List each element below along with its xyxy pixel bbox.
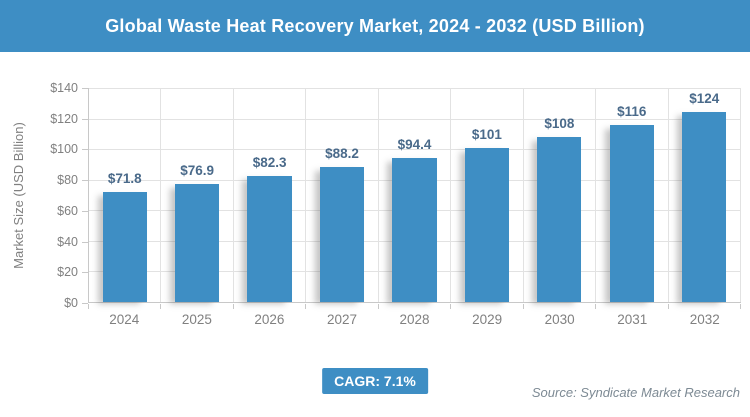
bar-2027 <box>319 167 365 302</box>
gridline <box>89 118 741 120</box>
bar-2028 <box>392 157 437 302</box>
bar-cell-2027: $88.2 <box>306 88 379 302</box>
bar-cell-2025: $76.9 <box>161 88 234 302</box>
y-tick-mark <box>82 149 88 151</box>
y-tick-label: $140 <box>50 81 78 95</box>
bar-value-label-2030: $108 <box>544 115 575 131</box>
bar-2030 <box>537 136 582 302</box>
x-tick-label-2031: 2031 <box>617 312 648 327</box>
bar-value-label-2031: $116 <box>617 103 647 119</box>
y-tick-mark <box>82 272 88 274</box>
bar-cell-2026: $82.3 <box>234 88 307 302</box>
x-tick-label-2030: 2030 <box>544 312 575 327</box>
chart-title-bar: Global Waste Heat Recovery Market, 2024 … <box>0 0 750 52</box>
x-axis-tick-marks <box>88 304 741 309</box>
y-tick-mark <box>82 303 88 304</box>
bar-value-label-2029: $101 <box>471 126 502 142</box>
bar-cell-2030: $108 <box>524 88 597 302</box>
bar-2031 <box>609 124 654 302</box>
x-axis-tick-labels: 2024 2025 2026 2027 2028 2029 2030 2031 2032 <box>88 312 741 327</box>
x-tick-label-2029: 2029 <box>472 312 503 327</box>
bar-cell-2032: $124 <box>669 88 741 302</box>
bar-value-label-2027: $88.2 <box>325 146 359 162</box>
cagr-badge: CAGR: 7.1% <box>322 368 428 394</box>
gridline <box>89 149 741 151</box>
x-tick-mark <box>306 304 379 309</box>
y-axis-tick-labels: $0 $20 $40 $60 $80 $100 $120 $140 <box>0 81 88 310</box>
gridline <box>89 88 741 89</box>
x-tick-mark <box>89 304 162 309</box>
y-tick-label: $0 <box>64 296 78 310</box>
x-tick-mark <box>234 304 307 309</box>
y-tick-label: $100 <box>50 142 78 157</box>
y-tick-mark <box>82 118 88 120</box>
y-tick-mark <box>82 241 88 243</box>
bar-cell-2028: $94.4 <box>379 88 452 302</box>
y-tick-label: $40 <box>57 234 78 249</box>
plot-area: $71.8 $76.9 $82.3 $88.2 $94.4 $101 $108 $116 $12… <box>88 88 741 303</box>
x-tick-label-2027: 2027 <box>326 312 357 327</box>
y-tick-mark <box>82 210 88 212</box>
x-tick-label-2032: 2032 <box>689 312 720 327</box>
y-tick-label: $120 <box>50 111 78 126</box>
y-tick-mark <box>82 180 88 182</box>
bar-2032 <box>682 112 727 302</box>
bar-value-label-2026: $82.3 <box>252 155 287 171</box>
y-tick-label: $80 <box>57 173 78 188</box>
bar-value-label-2025: $76.9 <box>180 163 215 179</box>
bar-2026 <box>247 176 292 302</box>
bar-2029 <box>464 147 510 302</box>
bar-value-label-2024: $71.8 <box>107 171 142 187</box>
y-tick-mark <box>82 88 88 89</box>
chart-title: Global Waste Heat Recovery Market, 2024 … <box>105 15 645 36</box>
bar-series: $71.8 $76.9 $82.3 $88.2 $94.4 $101 $108 $116 $12… <box>89 88 741 302</box>
x-tick-mark <box>596 304 669 309</box>
source-text: Source: Syndicate Market Research <box>531 385 740 400</box>
bar-cell-2029: $101 <box>451 88 524 302</box>
y-tick-label: $60 <box>57 203 78 218</box>
x-tick-label-2024: 2024 <box>109 312 140 327</box>
bar-value-label-2032: $124 <box>689 91 720 107</box>
bar-2024 <box>102 192 147 302</box>
bar-value-label-2028: $94.4 <box>397 136 432 152</box>
x-tick-mark <box>379 304 452 309</box>
x-tick-mark <box>524 304 597 309</box>
x-tick-mark <box>669 304 741 309</box>
x-tick-label-2026: 2026 <box>254 312 285 327</box>
y-tick-label: $20 <box>57 265 78 280</box>
x-tick-label-2028: 2028 <box>399 312 430 327</box>
bar-cell-2031: $116 <box>596 88 669 302</box>
x-tick-mark <box>161 304 234 309</box>
x-tick-label-2025: 2025 <box>181 312 212 327</box>
bar-2025 <box>175 184 220 302</box>
bar-cell-2024: $71.8 <box>89 88 162 302</box>
x-tick-mark <box>451 304 524 309</box>
